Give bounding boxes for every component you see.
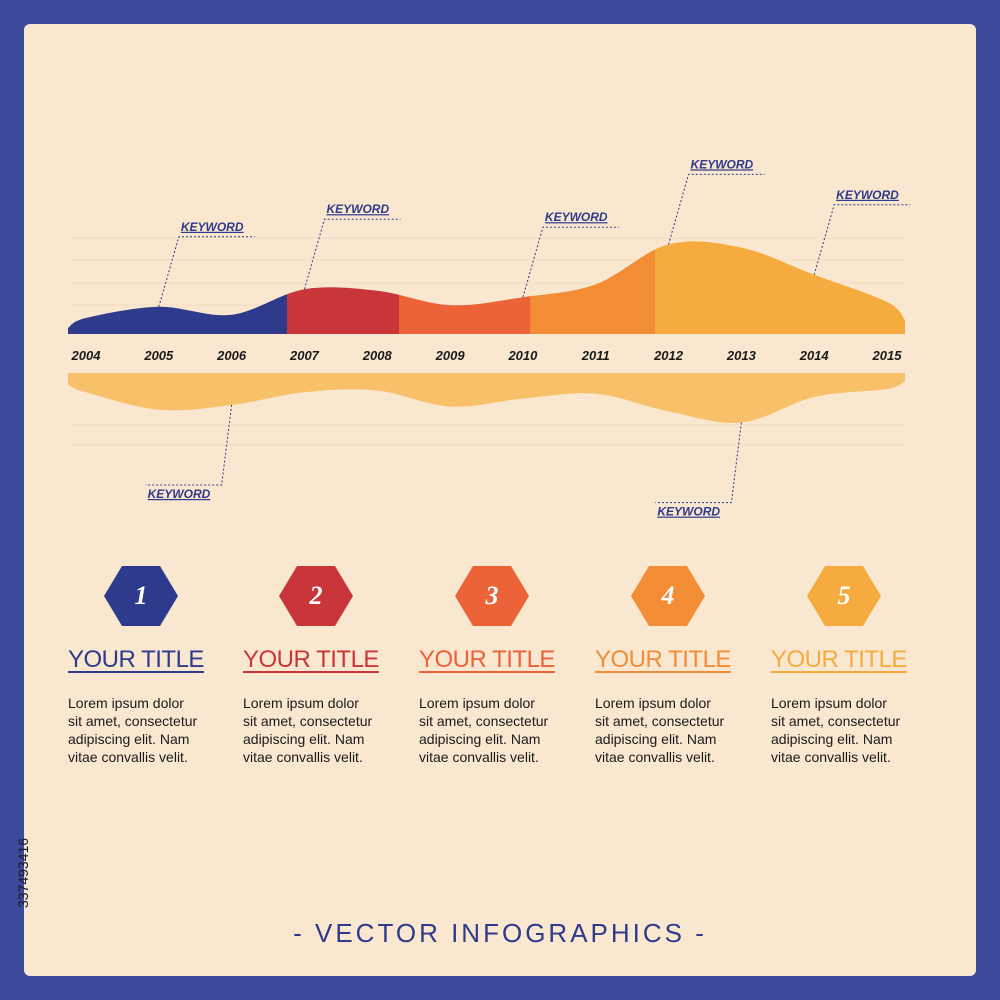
keyword-annotation: KEYWORD <box>813 188 911 275</box>
area-segment-4 <box>530 241 656 334</box>
step-description: Lorem ipsum dolor sit amet, consectetur … <box>419 695 549 765</box>
stock-id-watermark: 337493416 <box>15 838 31 908</box>
keyword-label: KEYWORD <box>181 220 244 234</box>
year-label: 2008 <box>362 348 393 363</box>
leader-line <box>522 226 619 298</box>
keyword-annotation: KEYWORD <box>668 157 765 245</box>
leader-line <box>303 218 401 290</box>
step-description: Lorem ipsum dolor sit amet, consectetur … <box>771 695 901 765</box>
infographic-card <box>24 24 976 976</box>
step-number: 2 <box>309 581 323 610</box>
hexagon-badge: 4 <box>631 566 705 626</box>
area-segment-3 <box>399 241 531 334</box>
area-segment-5 <box>655 241 905 334</box>
hexagon-badge: 1 <box>104 566 178 626</box>
step-title: YOUR TITLE <box>419 646 555 673</box>
year-label: 2011 <box>581 348 610 363</box>
step-description: Lorem ipsum dolor sit amet, consectetur … <box>68 695 198 765</box>
leader-line <box>668 173 765 245</box>
hexagon-shape <box>104 566 178 626</box>
leader-line <box>813 204 911 275</box>
year-label: 2013 <box>726 348 757 363</box>
keyword-label: KEYWORD <box>545 210 608 224</box>
hexagon-shape <box>455 566 529 626</box>
hexagon-shape <box>631 566 705 626</box>
year-label: 2010 <box>507 348 538 363</box>
keyword-annotation: KEYWORD <box>158 220 255 307</box>
keyword-annotation: KEYWORD <box>522 210 619 298</box>
keyword-label: KEYWORD <box>326 202 389 216</box>
footer-title: - VECTOR INFOGRAPHICS - <box>293 918 707 948</box>
step-number: 5 <box>837 581 851 610</box>
year-label: 2006 <box>216 348 247 363</box>
keyword-label: KEYWORD <box>691 157 754 171</box>
year-label: 2007 <box>289 348 320 363</box>
year-label: 2009 <box>435 348 466 363</box>
step-title: YOUR TITLE <box>68 646 204 673</box>
year-label: 2005 <box>143 348 174 363</box>
keyword-label: KEYWORD <box>148 487 211 501</box>
step-number: 1 <box>134 581 148 610</box>
hexagon-shape <box>279 566 353 626</box>
hexagon-badge: 2 <box>279 566 353 626</box>
hexagon-badge: 3 <box>455 566 529 626</box>
year-label: 2004 <box>71 348 102 363</box>
keyword-annotation: KEYWORD <box>655 422 742 519</box>
keyword-label: KEYWORD <box>836 188 899 202</box>
keyword-annotation: KEYWORD <box>303 202 401 290</box>
hexagon-shape <box>807 566 881 626</box>
stock-id-text: 337493416 <box>15 838 31 908</box>
year-label: 2014 <box>799 348 830 363</box>
leader-line <box>158 236 255 307</box>
mirror-area <box>68 373 905 424</box>
step-description: Lorem ipsum dolor sit amet, consectetur … <box>595 695 725 765</box>
leader-line <box>655 422 742 504</box>
step-number: 4 <box>661 581 675 610</box>
keyword-label: KEYWORD <box>657 505 720 519</box>
year-label: 2012 <box>653 348 684 363</box>
step-description: Lorem ipsum dolor sit amet, consectetur … <box>243 695 373 765</box>
step-title: YOUR TITLE <box>243 646 379 673</box>
leader-line <box>145 404 233 486</box>
area-segment-1 <box>68 241 288 334</box>
year-label: 2015 <box>872 348 903 363</box>
step-title: YOUR TITLE <box>771 646 907 673</box>
step-title: YOUR TITLE <box>595 646 731 673</box>
area-segment-2 <box>287 241 400 334</box>
keyword-annotation: KEYWORD <box>145 404 233 501</box>
step-number: 3 <box>485 581 499 610</box>
hexagon-badge: 5 <box>807 566 881 626</box>
